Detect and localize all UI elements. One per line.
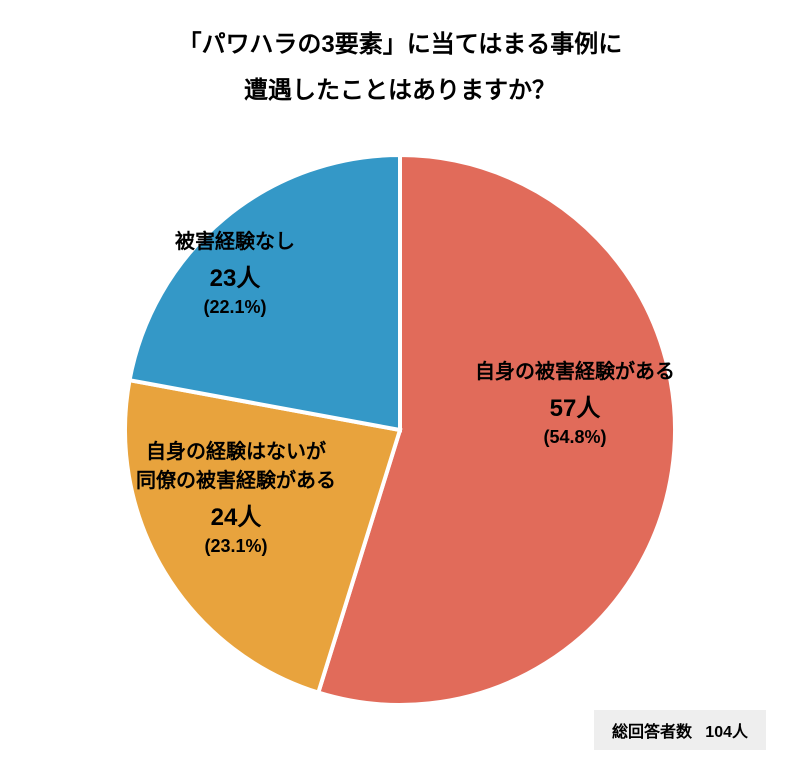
chart-title: 「パワハラの3要素」に当てはまる事例に 遭遇したことはありますか？ <box>0 22 800 113</box>
slice-label-own-experience: 自身の被害経験がある 57人 (54.8%) <box>475 355 675 448</box>
slice-label-text: 自身の被害経験がある <box>475 355 675 384</box>
slice-label-text-line2: 同僚の被害経験がある <box>136 464 336 493</box>
slice-label-text-line1: 自身の経験はないが <box>136 435 336 464</box>
slice-label-colleague-experience: 自身の経験はないが 同僚の被害経験がある 24人 (23.1%) <box>136 435 336 557</box>
slice-pct: (54.8%) <box>475 427 675 448</box>
total-respondents-value: 104人 <box>705 724 748 741</box>
chart-container: 「パワハラの3要素」に当てはまる事例に 遭遇したことはありますか？ 自身の被害経… <box>0 0 800 770</box>
slice-count: 57人 <box>475 388 675 423</box>
total-respondents-label: 総回答者数 <box>612 724 692 741</box>
total-respondents-box: 総回答者数 104人 <box>594 710 766 750</box>
title-line-1: 「パワハラの3要素」に当てはまる事例に <box>178 31 623 58</box>
slice-pct: (23.1%) <box>136 536 336 557</box>
slice-pct: (22.1%) <box>175 297 295 318</box>
slice-label-text: 被害経験なし <box>175 225 295 254</box>
slice-count: 23人 <box>175 258 295 293</box>
slice-label-no-experience: 被害経験なし 23人 (22.1%) <box>175 225 295 318</box>
title-line-2: 遭遇したことはありますか？ <box>244 77 556 104</box>
slice-count: 24人 <box>136 497 336 532</box>
